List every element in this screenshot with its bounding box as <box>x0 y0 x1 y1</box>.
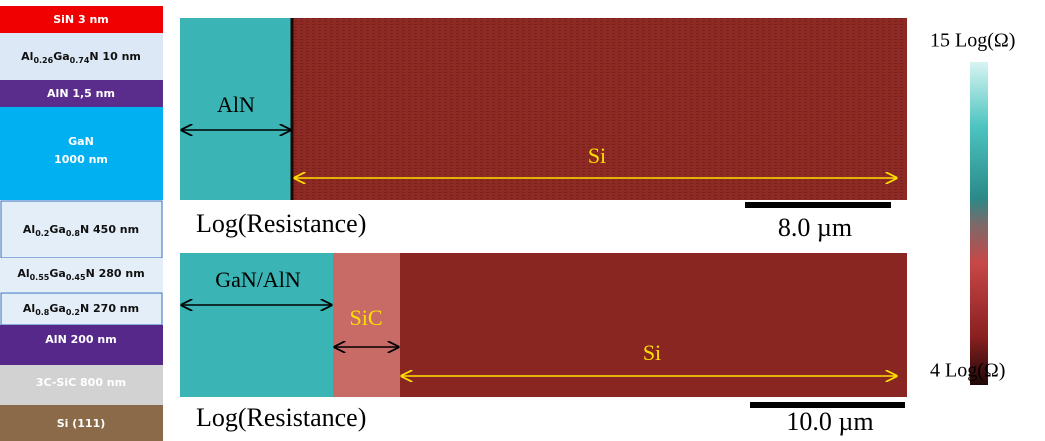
scale-bar <box>750 402 905 408</box>
colorbar: 15 Log(Ω) 4 Log(Ω) <box>930 30 1015 385</box>
scale-label: 10.0 µm <box>786 407 873 436</box>
resistance-map: GaN/AlN SiC Si Log(Resistance) 10.0 µm <box>180 253 907 436</box>
layer-label: GaN <box>68 135 94 148</box>
layer-label: Al0.26Ga0.74N 10 nm <box>21 50 141 65</box>
resistance-map: AlN Si Log(Resistance) 8.0 µm <box>180 18 907 242</box>
scale-bar <box>745 202 891 208</box>
layer-label: Al0.55Ga0.45N 280 nm <box>17 267 144 282</box>
layer-stack: SiN 3 nm Al0.26Ga0.74N 10 nm AlN 1,5 nm … <box>0 6 163 441</box>
layer <box>0 6 163 33</box>
layer <box>0 325 163 365</box>
layer <box>0 292 163 326</box>
region-label: Si <box>588 143 606 168</box>
caption: Log(Resistance) <box>196 209 366 238</box>
layer <box>0 33 163 80</box>
layer <box>0 107 163 200</box>
layer-label: Si (111) <box>57 417 106 430</box>
layer <box>0 80 163 107</box>
colorbar-max: 15 Log(Ω) <box>930 30 1015 52</box>
layer <box>0 365 163 405</box>
caption: Log(Resistance) <box>196 403 366 432</box>
layer-label: Al0.2Ga0.8N 450 nm <box>23 223 139 238</box>
region-label: Si <box>643 340 661 365</box>
layer-label: 1000 nm <box>54 153 108 166</box>
map-si <box>180 18 907 200</box>
scale-label: 8.0 µm <box>778 213 852 242</box>
region-label: SiC <box>349 305 382 330</box>
layer-label: AlN 200 nm <box>45 333 116 346</box>
colorbar-min: 4 Log(Ω) <box>930 360 1005 382</box>
layer-label: AlN 1,5 nm <box>47 87 115 100</box>
region-label: GaN/AlN <box>215 267 301 292</box>
map-aln <box>180 18 292 200</box>
map-sic <box>333 253 400 397</box>
layer-label: 3C-SiC 800 nm <box>36 376 126 389</box>
region-label: AlN <box>217 92 255 117</box>
layer-label: SiN 3 nm <box>53 13 109 26</box>
colorbar-gradient <box>970 62 988 385</box>
layer <box>0 405 163 441</box>
layer <box>0 258 163 292</box>
layer-label: Al0.8Ga0.2N 270 nm <box>23 302 139 317</box>
map-gan-aln <box>180 253 333 397</box>
